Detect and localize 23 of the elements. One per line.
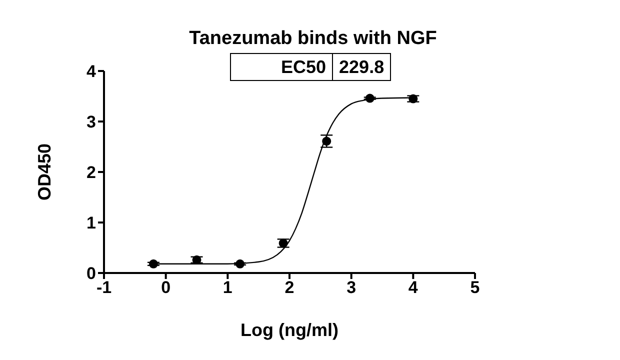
y-tick-label: 2 <box>86 163 96 182</box>
point <box>148 259 158 268</box>
y-tick-label: 1 <box>86 214 96 233</box>
x-tick-label: 2 <box>284 278 294 298</box>
x-tick-label: 5 <box>470 278 480 298</box>
point <box>365 94 374 103</box>
point <box>278 238 288 248</box>
y-tick-label: 3 <box>86 112 96 132</box>
x-tick-label: -1 <box>96 278 112 298</box>
y-tick-label: 4 <box>86 62 97 82</box>
y-axis-title: OD450 <box>34 143 54 201</box>
x-tick-label: 3 <box>346 278 356 298</box>
x-tick-label: 4 <box>408 278 418 298</box>
y-tick-label: 0 <box>86 264 96 284</box>
x-tick-label: 0 <box>161 278 171 298</box>
x-axis-title: Log (ng/ml) <box>240 320 338 340</box>
annotation: 229.8 <box>332 54 390 80</box>
ec50-table: EC50 229.8 <box>230 53 392 81</box>
annotation: EC50 <box>280 56 328 79</box>
chart-title: Tanezumab binds with NGF <box>188 28 438 50</box>
x-tick-label: 1 <box>222 278 232 298</box>
point <box>408 94 418 104</box>
point <box>236 259 245 268</box>
